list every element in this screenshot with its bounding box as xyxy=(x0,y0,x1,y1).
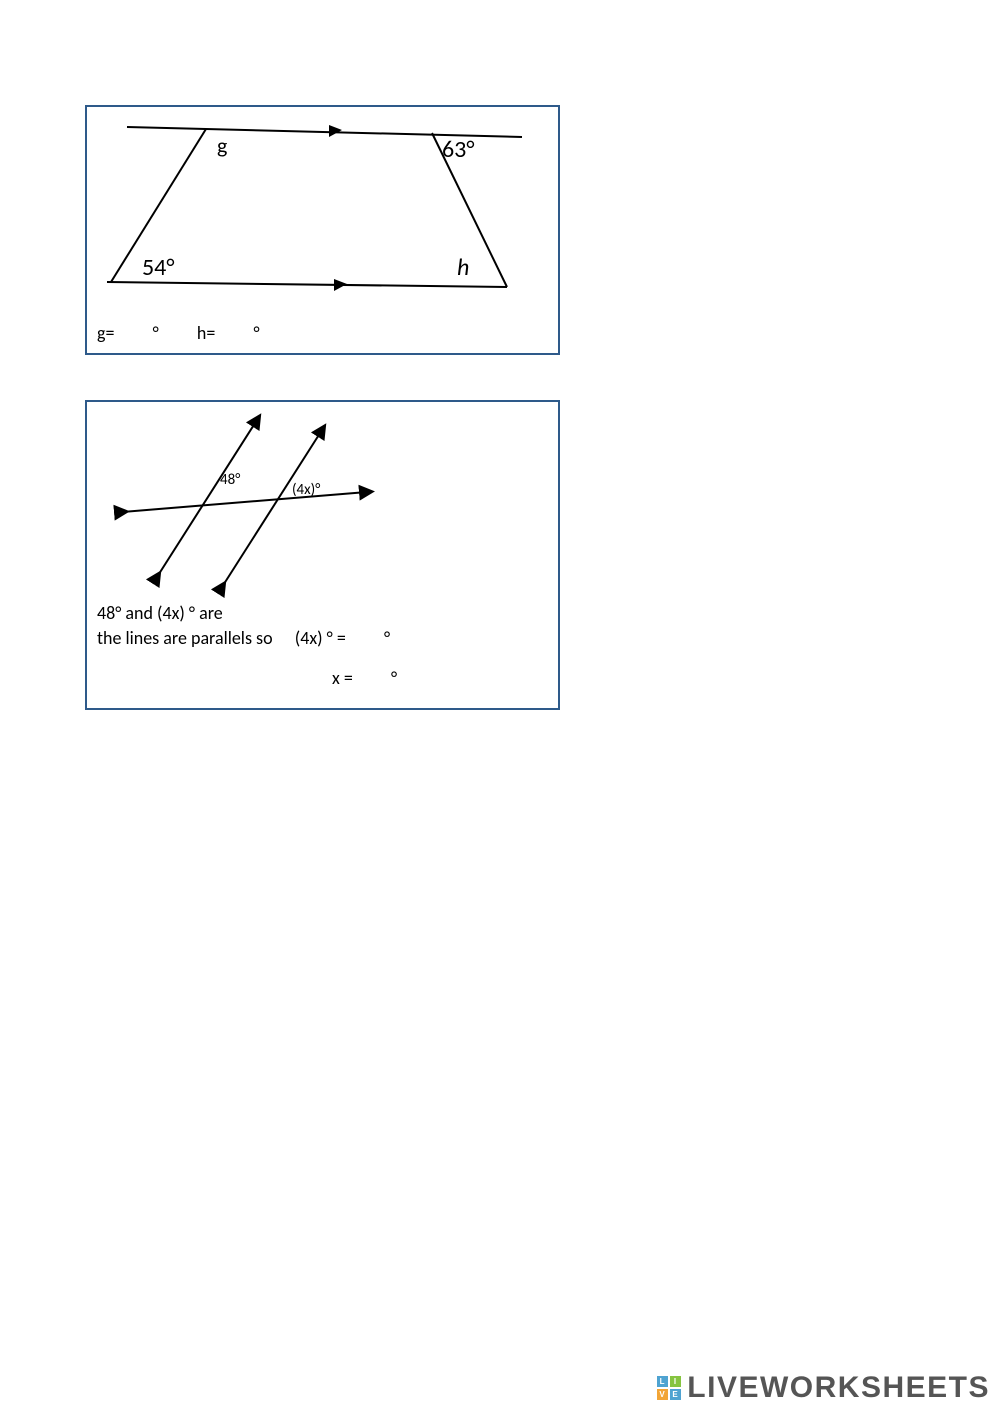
watermark: L I V E LIVEWORKSHEETS xyxy=(657,1371,990,1405)
problem-1-answers: g= ° h= ° xyxy=(97,322,260,344)
line2-b: (4x) ° = xyxy=(295,627,346,649)
problem-2-line1: 48° and (4x) ° are xyxy=(97,602,223,624)
logo-tile-E: E xyxy=(670,1389,681,1400)
label-63: 63° xyxy=(442,135,474,164)
label-54: 54° xyxy=(142,253,174,282)
problem-1-box: g 63° 54° h g= ° h= ° xyxy=(85,105,560,355)
logo-tile-I: I xyxy=(670,1376,681,1387)
line2-c: ° xyxy=(384,627,390,649)
problem-2-diagram: 48° (4x)° xyxy=(87,402,558,602)
watermark-text: LIVEWORKSHEETS xyxy=(687,1371,990,1405)
logo-tile-L: L xyxy=(657,1376,668,1387)
g-equals: g= xyxy=(97,322,114,344)
problem-2-box: 48° (4x)° 48° and (4x) ° are the lines a… xyxy=(85,400,560,710)
line3-a: x = xyxy=(332,667,353,689)
logo-tile-V: V xyxy=(657,1389,668,1400)
g-unit: ° xyxy=(153,322,159,344)
problem-2-line3: x = ° xyxy=(332,667,397,689)
label-48: 48° xyxy=(220,471,240,489)
watermark-logo: L I V E xyxy=(657,1376,681,1400)
label-g: g xyxy=(217,132,227,159)
problem-1-diagram: g 63° 54° h xyxy=(87,107,558,307)
label-4x: (4x)° xyxy=(292,481,320,499)
line2-a: the lines are parallels so xyxy=(97,627,273,649)
problem-2-line2: the lines are parallels so (4x) ° = ° xyxy=(97,627,390,649)
h-unit: ° xyxy=(253,322,259,344)
label-h: h xyxy=(457,253,469,282)
h-equals: h= xyxy=(197,322,215,344)
line3-b: ° xyxy=(391,667,397,689)
